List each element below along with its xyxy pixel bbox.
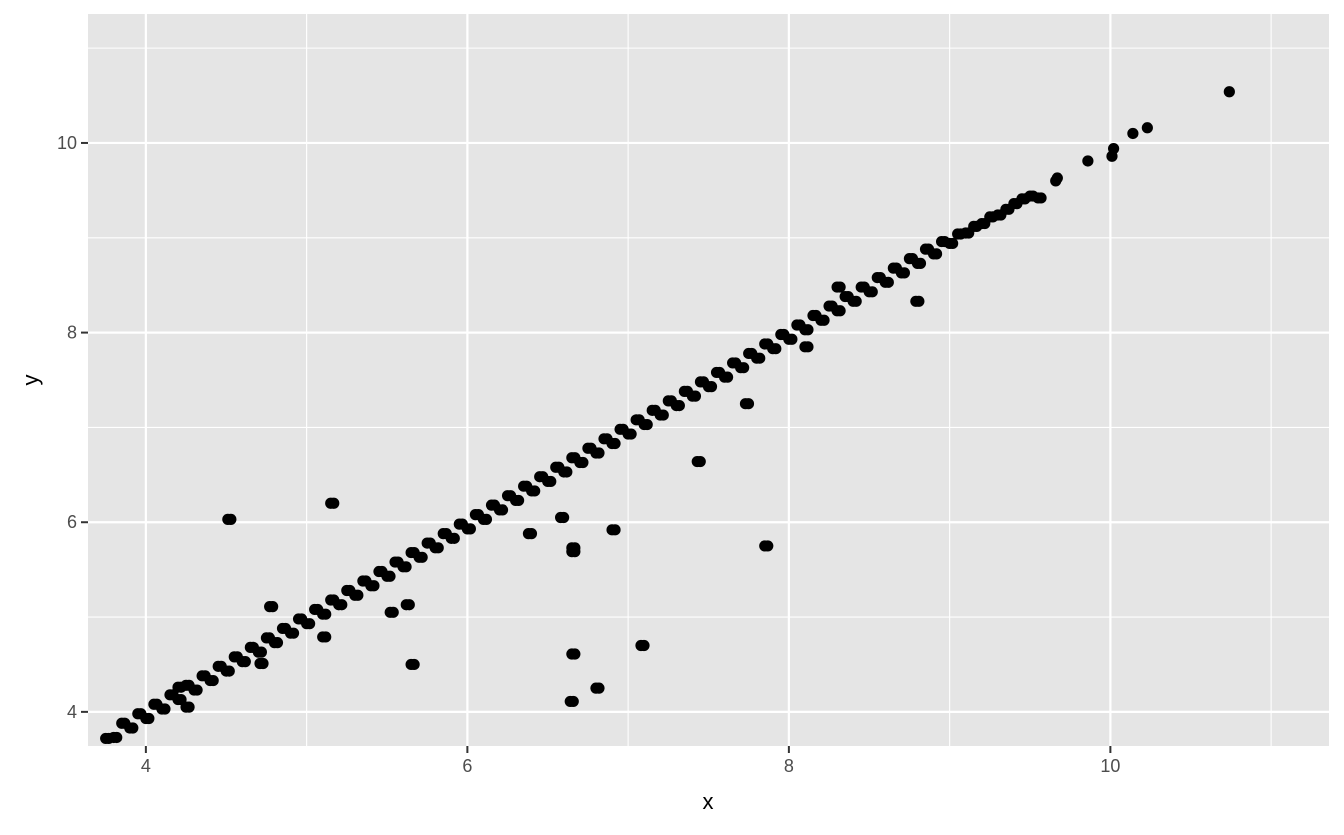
data-point	[143, 712, 155, 725]
data-point	[336, 599, 348, 611]
data-point	[408, 658, 420, 671]
data-point	[609, 437, 621, 450]
data-point	[721, 371, 734, 383]
data-point	[593, 682, 605, 694]
data-point	[175, 681, 187, 693]
data-point	[496, 504, 509, 516]
y-tick-label: 4	[67, 702, 77, 722]
data-point	[159, 703, 171, 715]
y-axis-title: y	[18, 375, 43, 386]
data-point	[567, 695, 579, 708]
data-point	[464, 523, 476, 535]
data-point	[754, 352, 766, 364]
data-point	[368, 580, 380, 592]
data-point	[416, 551, 428, 563]
data-point	[770, 343, 782, 355]
data-point	[834, 305, 846, 317]
data-point	[569, 648, 581, 660]
data-point	[1107, 143, 1120, 155]
data-point	[818, 314, 830, 326]
data-point	[191, 684, 203, 696]
data-point	[558, 511, 570, 524]
data-point	[328, 497, 340, 509]
data-point	[320, 608, 332, 620]
data-point	[593, 447, 605, 459]
data-point	[271, 637, 284, 649]
x-tick-label: 8	[784, 756, 794, 776]
data-point	[866, 286, 878, 298]
x-tick-label: 6	[462, 756, 472, 776]
data-point	[673, 400, 685, 412]
data-point	[448, 532, 460, 544]
y-tick-label: 8	[67, 323, 77, 343]
axes: 4 6 8 10 4 6 8 10	[57, 133, 1120, 776]
data-point	[432, 542, 444, 554]
data-point	[287, 627, 300, 639]
x-tick-label: 10	[1100, 756, 1120, 776]
data-point	[529, 485, 541, 497]
data-point	[705, 381, 718, 393]
data-point	[850, 295, 862, 307]
data-point	[403, 599, 415, 611]
data-point	[898, 267, 911, 279]
data-point	[569, 546, 581, 558]
data-point	[657, 409, 669, 421]
gridlines	[88, 14, 1329, 746]
data-point	[947, 237, 959, 250]
data-point	[738, 362, 750, 374]
data-point	[1141, 122, 1153, 134]
data-point	[786, 333, 798, 345]
data-point	[625, 428, 637, 440]
data-point	[111, 731, 123, 744]
data-point	[609, 524, 621, 536]
data-point	[525, 528, 538, 540]
data-points	[100, 86, 1235, 745]
data-point	[641, 418, 653, 431]
data-point	[689, 390, 702, 402]
data-point	[545, 475, 557, 488]
data-point	[577, 456, 589, 469]
data-point	[320, 631, 332, 643]
y-tick-label: 10	[57, 133, 77, 153]
data-point	[802, 341, 814, 353]
data-point	[762, 540, 774, 552]
data-point	[267, 601, 279, 613]
data-point	[834, 281, 846, 293]
data-point	[914, 257, 927, 269]
data-point	[257, 657, 269, 670]
data-point	[304, 618, 316, 630]
data-point	[1051, 172, 1063, 184]
data-point	[1082, 155, 1094, 167]
data-point	[913, 295, 925, 307]
data-point	[561, 466, 573, 478]
data-point	[742, 398, 755, 410]
data-point	[1223, 86, 1235, 98]
data-point	[638, 639, 650, 652]
data-point	[512, 494, 525, 507]
data-point	[223, 665, 235, 677]
data-point	[207, 674, 219, 687]
data-point	[400, 561, 412, 573]
data-point	[384, 570, 396, 582]
data-point	[694, 455, 706, 468]
data-point	[930, 248, 943, 260]
data-point	[802, 324, 814, 336]
x-tick-label: 4	[141, 756, 151, 776]
y-tick-label: 6	[67, 512, 77, 532]
data-point	[239, 656, 251, 668]
data-point	[480, 513, 493, 525]
data-point	[127, 722, 139, 734]
data-point	[255, 646, 267, 658]
data-point	[387, 606, 399, 618]
data-point	[1127, 127, 1139, 140]
data-point	[1035, 192, 1047, 204]
x-axis-title: x	[703, 789, 714, 814]
data-point	[882, 276, 894, 288]
data-point	[183, 701, 195, 713]
data-point	[352, 589, 364, 601]
data-point	[225, 513, 237, 525]
